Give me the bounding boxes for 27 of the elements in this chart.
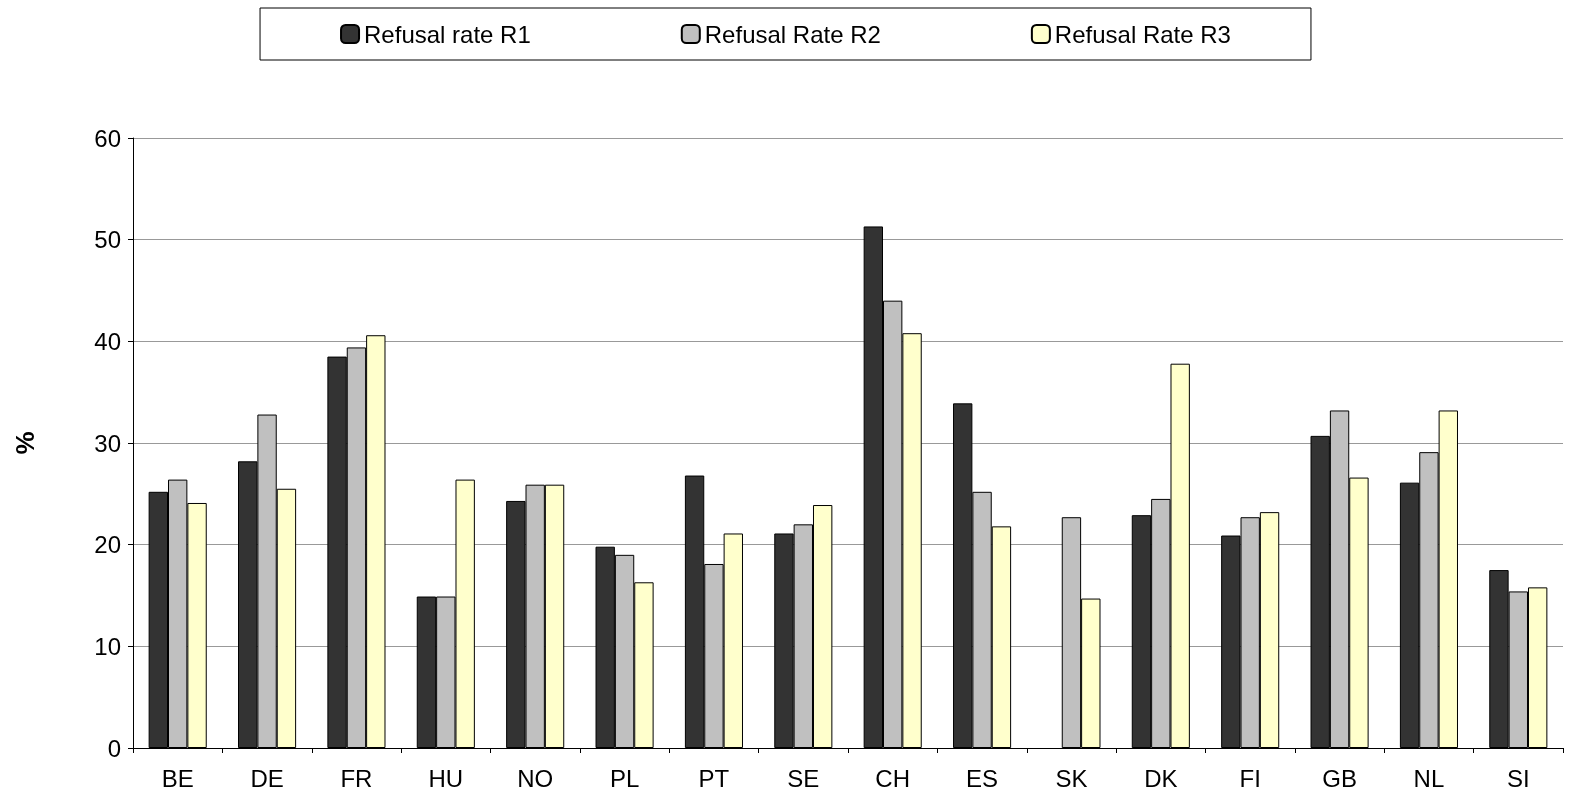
x-tick-label: GB xyxy=(1322,764,1357,792)
x-tick-label: PT xyxy=(698,764,730,792)
y-tick-label: 50 xyxy=(94,226,121,254)
x-tick-label: FR xyxy=(340,764,373,792)
y-tick-label: 0 xyxy=(107,734,121,762)
x-tick-label: CH xyxy=(875,764,911,792)
x-tick-label: HU xyxy=(428,764,464,792)
y-tick-label: 30 xyxy=(94,429,121,457)
y-tick-label: 10 xyxy=(94,632,121,660)
x-tick-label: NO xyxy=(517,764,554,792)
x-tick-label: PL xyxy=(609,764,640,792)
x-tick-label: ES xyxy=(966,764,999,792)
x-tick-label: SI xyxy=(1506,764,1530,792)
x-tick-label: NL xyxy=(1413,764,1445,792)
y-axis-title: % xyxy=(10,431,40,455)
x-tick-label: DK xyxy=(1144,764,1178,792)
y-tick-label: 60 xyxy=(94,124,121,152)
legend-label: Refusal rate R1 xyxy=(364,20,531,48)
y-tick-label: 20 xyxy=(94,531,121,559)
y-tick-label: 40 xyxy=(94,327,121,355)
x-tick-label: BE xyxy=(161,764,194,792)
x-tick-label: DE xyxy=(250,764,284,792)
legend-label: Refusal Rate R2 xyxy=(704,20,881,48)
x-tick-label: FI xyxy=(1239,764,1261,792)
x-tick-label: SK xyxy=(1055,764,1088,792)
legend-label: Refusal Rate R3 xyxy=(1054,20,1231,48)
x-tick-label: SE xyxy=(787,764,820,792)
